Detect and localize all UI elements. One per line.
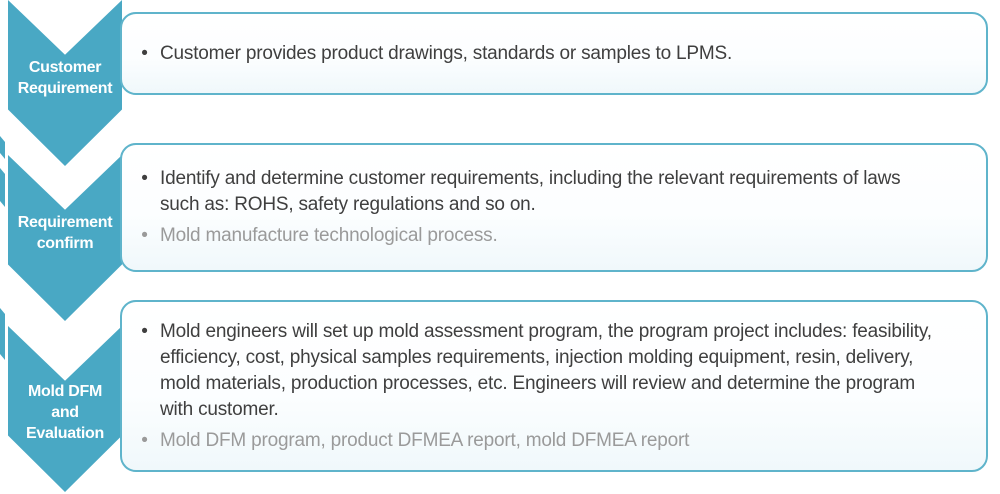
chevron-sliver [0,308,5,360]
bullet-dot: • [141,42,148,64]
detail-box-customer-requirement: • Customer provides product drawings, st… [120,12,988,95]
bullet-item-muted: • Mold DFM program, product DFMEA report… [138,428,978,454]
bullet-dot: • [141,225,148,246]
bullet-item: • Identify and determine customer requir… [138,166,978,218]
text-line: Customer provides product drawings, stan… [160,42,733,64]
text-line: efficiency, cost, physical samples requi… [160,346,914,368]
chevron-step-requirement-confirm: Requirement confirm [8,155,122,321]
chevron-step-mold-dfm-evaluation: Mold DFM and Evaluation [8,326,122,492]
bullet-text: Mold manufacture technological process. [160,223,498,249]
chevron-label-line: Requirement [17,80,113,97]
bullet-dot: • [141,429,148,451]
bullet-text: Customer provides product drawings, stan… [160,41,732,67]
chevron-label-line: Requirement [17,214,113,231]
chevron-label-line: Mold DFM [27,383,103,400]
text-line: Mold DFM program, product DFMEA report, … [160,429,690,451]
detail-box-requirement-confirm: • Identify and determine customer requir… [120,143,988,272]
chevron-label-line: Evaluation [26,425,104,442]
bullet-item: • Customer provides product drawings, st… [138,41,978,67]
text-line: Identify and determine customer requirem… [160,168,901,189]
chevron-label-line: and [51,404,79,421]
chevron-step-customer-requirement: Customer Requirement [8,0,122,166]
bullet-item: • Mold engineers will set up mold assess… [138,319,978,423]
chevron-sliver [0,168,5,207]
text-line: mold materials, production processes, et… [160,372,916,394]
text-line: Mold manufacture technological process. [160,225,498,246]
bullet-dot: • [141,168,148,189]
chevron-label: Requirement confirm [8,212,122,254]
bullet-dot: • [141,320,148,342]
chevron-label-line: confirm [36,235,94,252]
text-line: such as: ROHS, safety regulations and so… [160,194,536,215]
chevron-label: Mold DFM and Evaluation [8,381,122,444]
bullet-text: Identify and determine customer requirem… [160,166,901,218]
chevron-label-line: Customer [28,59,102,76]
chevron-sliver [0,136,5,159]
text-line: Mold engineers will set up mold assessme… [160,320,932,342]
bullet-text: Mold engineers will set up mold assessme… [160,319,932,423]
detail-box-mold-dfm-evaluation: • Mold engineers will set up mold assess… [120,300,988,472]
chevron-label: Customer Requirement [8,57,122,99]
text-line: with customer. [160,398,279,420]
bullet-item-muted: • Mold manufacture technological process… [138,223,978,249]
bullet-text: Mold DFM program, product DFMEA report, … [160,428,689,454]
clipped-chevron-slivers [0,136,5,360]
